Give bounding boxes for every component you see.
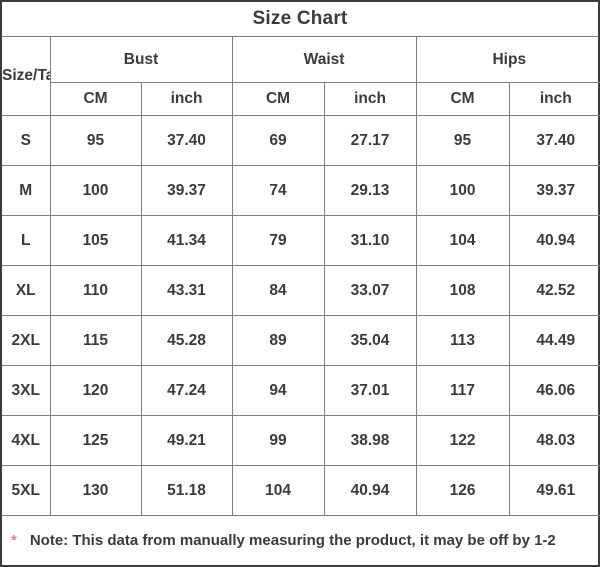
unit-header: inch	[140, 82, 233, 116]
size-table: Size/Ta Bust Waist Hips CM inch CM inch CM in…	[2, 37, 600, 516]
measurement-cell: 35.04	[323, 315, 417, 366]
measurement-cell: 122	[415, 415, 510, 466]
table-row: 5XL 130 51.18 104 40.94 126 49.61	[2, 465, 600, 516]
measurement-cell: 117	[415, 365, 510, 416]
group-header-row: Size/Ta Bust Waist Hips	[2, 37, 600, 116]
measurement-cell: 48.03	[508, 415, 600, 466]
size-label: S	[2, 115, 51, 166]
table-row: 2XL 115 45.28 89 35.04 113 44.49	[2, 315, 600, 366]
unit-header: inch	[323, 82, 417, 116]
measurement-cell: 95	[49, 115, 142, 166]
measurement-cell: 74	[231, 165, 325, 216]
col-group-bust: Bust	[49, 37, 233, 83]
measurement-cell: 69	[231, 115, 325, 166]
note-row: * Note: This data from manually measurin…	[2, 516, 598, 565]
size-label: XL	[2, 265, 51, 316]
measurement-cell: 125	[49, 415, 142, 466]
measurement-cell: 33.07	[323, 265, 417, 316]
unit-header: CM	[415, 82, 510, 116]
table-row: XL 110 43.31 84 33.07 108 42.52	[2, 265, 600, 316]
measurement-cell: 45.28	[140, 315, 233, 366]
measurement-cell: 44.49	[508, 315, 600, 366]
size-label: L	[2, 215, 51, 266]
measurement-cell: 49.61	[508, 465, 600, 516]
measurement-cell: 38.98	[323, 415, 417, 466]
size-label: M	[2, 165, 51, 216]
table-row: L 105 41.34 79 31.10 104 40.94	[2, 215, 600, 266]
size-label: 3XL	[2, 365, 51, 416]
measurement-cell: 100	[49, 165, 142, 216]
measurement-cell: 99	[231, 415, 325, 466]
unit-header: CM	[231, 82, 325, 116]
measurement-cell: 108	[415, 265, 510, 316]
chart-title: Size Chart	[2, 2, 598, 37]
note-text: Note: This data from manually measuring …	[29, 532, 556, 549]
table-row: M 100 39.37 74 29.13 100 39.37	[2, 165, 600, 216]
measurement-cell: 84	[231, 265, 325, 316]
unit-header: CM	[50, 82, 142, 116]
measurement-cell: 95	[415, 115, 510, 166]
measurement-cell: 89	[231, 315, 325, 366]
measurement-cell: 104	[415, 215, 510, 266]
measurement-cell: 113	[415, 315, 510, 366]
measurement-cell: 94	[231, 365, 325, 416]
measurement-cell: 43.31	[140, 265, 233, 316]
measurement-cell: 40.94	[323, 465, 417, 516]
measurement-cell: 37.40	[508, 115, 600, 166]
size-label: 2XL	[2, 315, 51, 366]
measurement-cell: 39.37	[140, 165, 233, 216]
measurement-cell: 37.40	[140, 115, 233, 166]
measurement-cell: 130	[49, 465, 142, 516]
size-label: 4XL	[2, 415, 51, 466]
measurement-cell: 27.17	[323, 115, 417, 166]
corner-header-size-tag: Size/Ta	[2, 37, 51, 116]
measurement-cell: 104	[231, 465, 325, 516]
col-group-waist: Waist	[231, 37, 417, 83]
unit-header-row: CM inch CM inch CM inch	[2, 82, 600, 116]
measurement-cell: 105	[49, 215, 142, 266]
measurement-cell: 29.13	[323, 165, 417, 216]
measurement-cell: 79	[231, 215, 325, 266]
measurement-cell: 39.37	[508, 165, 600, 216]
table-row: 4XL 125 49.21 99 38.98 122 48.03	[2, 415, 600, 466]
measurement-cell: 42.52	[508, 265, 600, 316]
size-label: 5XL	[2, 465, 51, 516]
unit-header: inch	[508, 82, 600, 116]
col-group-hips: Hips	[415, 37, 600, 83]
measurement-cell: 49.21	[140, 415, 233, 466]
measurement-cell: 46.06	[508, 365, 600, 416]
measurement-cell: 51.18	[140, 465, 233, 516]
measurement-cell: 31.10	[323, 215, 417, 266]
table-row: 3XL 120 47.24 94 37.01 117 46.06	[2, 365, 600, 416]
table-row: S 95 37.40 69 27.17 95 37.40	[2, 115, 600, 166]
asterisk-icon: *	[11, 532, 17, 549]
measurement-cell: 100	[415, 165, 510, 216]
measurement-cell: 126	[415, 465, 510, 516]
measurement-cell: 47.24	[140, 365, 233, 416]
measurement-cell: 37.01	[323, 365, 417, 416]
measurement-cell: 40.94	[508, 215, 600, 266]
measurement-cell: 41.34	[140, 215, 233, 266]
measurement-cell: 110	[49, 265, 142, 316]
measurement-cell: 115	[49, 315, 142, 366]
size-table-body: S 95 37.40 69 27.17 95 37.40 M 100 39.37 74 29.13 10…	[2, 115, 600, 516]
measurement-cell: 120	[49, 365, 142, 416]
